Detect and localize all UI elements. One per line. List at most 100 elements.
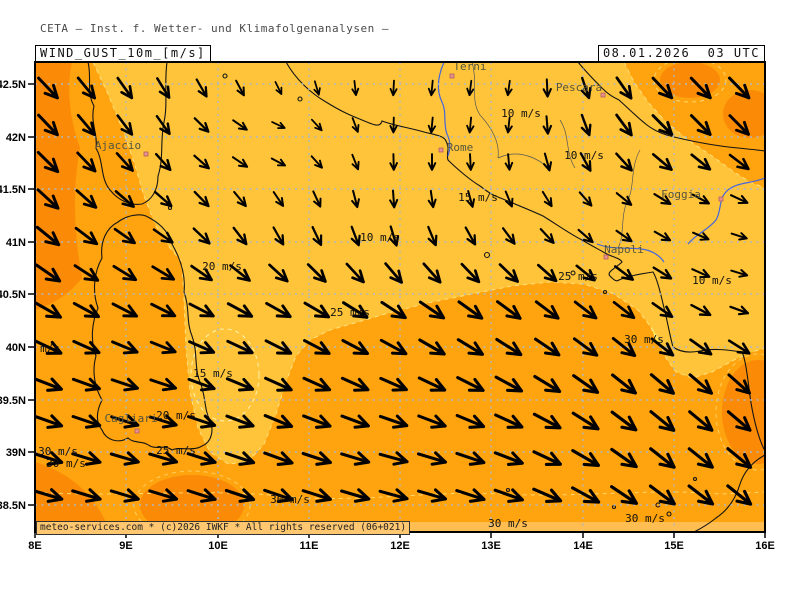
wind-arrow — [615, 113, 633, 137]
wind-arrow — [456, 338, 485, 356]
wind-arrow — [109, 451, 140, 466]
wind-arrow — [651, 153, 673, 171]
wind-arrow — [534, 300, 560, 320]
wind-arrow — [265, 301, 292, 319]
wind-arrow — [379, 376, 408, 392]
wind-arrow — [116, 114, 134, 136]
wind-arrow — [532, 450, 562, 466]
wind-arrow — [187, 377, 216, 392]
wind-arrow — [455, 413, 486, 429]
wind-arrow — [76, 113, 96, 137]
wind-arrow — [504, 153, 514, 171]
wind-arrow — [466, 116, 475, 134]
wind-arrow — [389, 79, 398, 97]
coastlines — [87, 62, 765, 532]
wind-arrow — [378, 488, 409, 503]
wind-arrow — [35, 263, 62, 283]
wind-arrow — [195, 78, 208, 98]
wind-speed-label: m/s — [40, 342, 60, 355]
wind-arrow — [263, 451, 294, 466]
wind-arrow — [427, 189, 437, 209]
wind-arrow — [345, 262, 365, 284]
wind-arrow — [652, 266, 673, 280]
wind-arrow — [580, 113, 592, 137]
wind-arrow — [186, 451, 217, 466]
product-title-box: WIND_GUST_10m_[m/s] — [35, 45, 211, 62]
wind-arrow — [689, 338, 713, 356]
wind-arrow — [341, 339, 369, 355]
wind-arrow — [494, 413, 524, 429]
wind-arrow — [729, 194, 749, 205]
wind-arrow — [615, 192, 633, 206]
wind-arrow — [389, 153, 398, 171]
wind-arrow — [229, 264, 251, 282]
wind-arrow — [71, 377, 101, 392]
wind-arrow — [498, 263, 519, 283]
wind-arrow — [610, 485, 638, 505]
wind-arrow — [72, 301, 100, 319]
city-label: Cagliari — [105, 412, 158, 425]
wind-arrow — [35, 225, 61, 247]
wind-arrow — [153, 190, 173, 208]
wind-arrow — [573, 300, 598, 320]
lat-label: 39.5N — [0, 395, 26, 407]
wind-arrow — [690, 303, 712, 317]
wind-arrow — [691, 268, 711, 279]
wind-arrow — [610, 447, 638, 469]
wind-arrow — [188, 340, 216, 355]
lon-label: 10E — [208, 540, 228, 552]
lon-label: 8E — [28, 540, 41, 552]
city-marker — [449, 73, 455, 79]
wind-arrow — [378, 451, 409, 466]
wind-arrow — [495, 337, 523, 357]
wind-arrow — [427, 225, 438, 247]
wind-speed-label: 10 m/s — [360, 231, 400, 244]
city-marker — [143, 151, 149, 157]
wind-speed-label: 10 m/s — [501, 107, 541, 120]
wind-speed-label: 10 m/s — [564, 149, 604, 162]
wind-arrow — [456, 376, 485, 392]
wind-arrow — [417, 376, 447, 392]
wind-arrow — [264, 376, 293, 392]
wind-arrow — [302, 376, 332, 392]
wind-arrow — [110, 414, 140, 429]
wind-arrow — [466, 190, 475, 208]
field-deep-orange — [35, 62, 765, 532]
wind-arrow — [388, 225, 400, 247]
wind-arrow — [72, 339, 101, 355]
wind-arrow — [532, 487, 563, 503]
wind-arrow — [536, 263, 558, 283]
wind-arrow — [378, 414, 409, 429]
wind-arrow — [571, 411, 600, 431]
wind-arrow — [416, 488, 448, 503]
city-label: Napoli — [604, 243, 644, 256]
wind-arrow — [148, 488, 179, 503]
wind-arrow — [313, 80, 321, 96]
wind-arrow — [192, 227, 211, 245]
lon-label: 13E — [481, 540, 501, 552]
wind-arrow — [533, 337, 561, 357]
wind-arrow — [351, 117, 360, 133]
city-marker — [603, 254, 609, 260]
wind-arrow — [493, 451, 524, 466]
wind-arrow — [311, 225, 323, 247]
wind-arrow — [340, 488, 371, 503]
wind-arrow — [417, 414, 447, 429]
wind-arrow — [193, 154, 210, 170]
wind-arrow — [460, 262, 481, 284]
lon-label: 9E — [119, 540, 132, 552]
wind-arrow — [539, 228, 555, 244]
wind-arrow — [649, 410, 676, 432]
map-labels: 10 m/s 10 m/s 15 m/s 10 m/s 20 m/s 25 m/s 10 m… — [38, 62, 732, 530]
wind-arrow — [301, 451, 332, 466]
wind-arrow — [35, 414, 64, 429]
wind-arrow — [729, 305, 750, 316]
wind-arrow — [151, 265, 176, 281]
wind-arrow — [112, 264, 138, 282]
wind-arrow — [726, 484, 753, 506]
wind-arrow — [148, 451, 179, 466]
wind-arrow — [270, 157, 287, 167]
city-label: Foggia — [661, 188, 701, 201]
wind-arrow — [389, 116, 398, 134]
